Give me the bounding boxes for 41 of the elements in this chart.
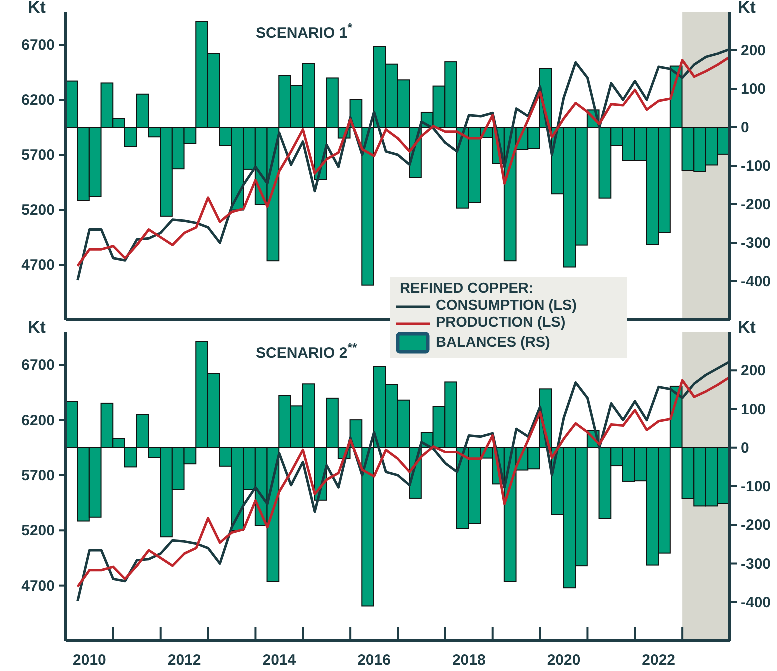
y2-tick-label: 200 xyxy=(741,42,766,60)
y2-tick-label: 100 xyxy=(741,401,766,418)
x-tick-label: 2014 xyxy=(262,652,297,669)
y2-tick-label: -300 xyxy=(741,235,772,252)
legend-title: REFINED COPPER: xyxy=(399,281,535,298)
y-tick-label: 6700 xyxy=(22,37,55,54)
y2-tick-label: -400 xyxy=(741,594,772,612)
y2-tick-label: -200 xyxy=(741,517,772,534)
legend-label: BALANCES (RS) xyxy=(436,334,550,352)
y-tick-label: 5200 xyxy=(22,202,55,219)
y2-tick-label: -200 xyxy=(741,196,772,214)
y-tick-label: 4700 xyxy=(22,257,55,274)
text: SCENARIO 1$^{*}$ xyxy=(256,21,353,42)
y-axis-title: Kt xyxy=(28,318,46,338)
y2-axis-title: Kt xyxy=(738,318,756,338)
y-tick-label: 6200 xyxy=(22,412,55,430)
legend-label: PRODUCTION (LS) xyxy=(436,315,566,332)
text: SCENARIO 2$^{**}$ xyxy=(256,341,358,362)
y2-tick-label: 100 xyxy=(741,81,766,98)
y-tick-label: 5200 xyxy=(22,522,55,540)
y-tick-label: 5700 xyxy=(22,467,55,484)
x-tick-label: 2022 xyxy=(642,652,676,669)
y-tick-label: 5700 xyxy=(22,147,55,164)
x-tick-label: 2010 xyxy=(73,652,106,669)
y2-tick-label: 200 xyxy=(741,362,766,380)
y2-tick-label: -300 xyxy=(741,556,772,573)
y-axis-title: Kt xyxy=(28,0,46,18)
y2-tick-label: 0 xyxy=(741,440,750,457)
y2-tick-label: -400 xyxy=(741,274,772,290)
x-tick-label: 2012 xyxy=(168,652,202,669)
x-tick-label: 2020 xyxy=(547,652,581,669)
y-tick-label: 6200 xyxy=(22,92,55,109)
y2-axis-title: Kt xyxy=(738,0,756,18)
y2-tick-label: -100 xyxy=(741,478,772,496)
y2-tick-label: -100 xyxy=(741,158,772,175)
y-tick-label: 6700 xyxy=(22,357,55,374)
x-tick-label: 2018 xyxy=(452,652,486,669)
x-tick-label: 2016 xyxy=(358,652,391,669)
y-tick-label: 4700 xyxy=(22,578,55,595)
y2-tick-label: 0 xyxy=(741,120,750,136)
legend-label: CONSUMPTION (LS) xyxy=(436,298,577,315)
